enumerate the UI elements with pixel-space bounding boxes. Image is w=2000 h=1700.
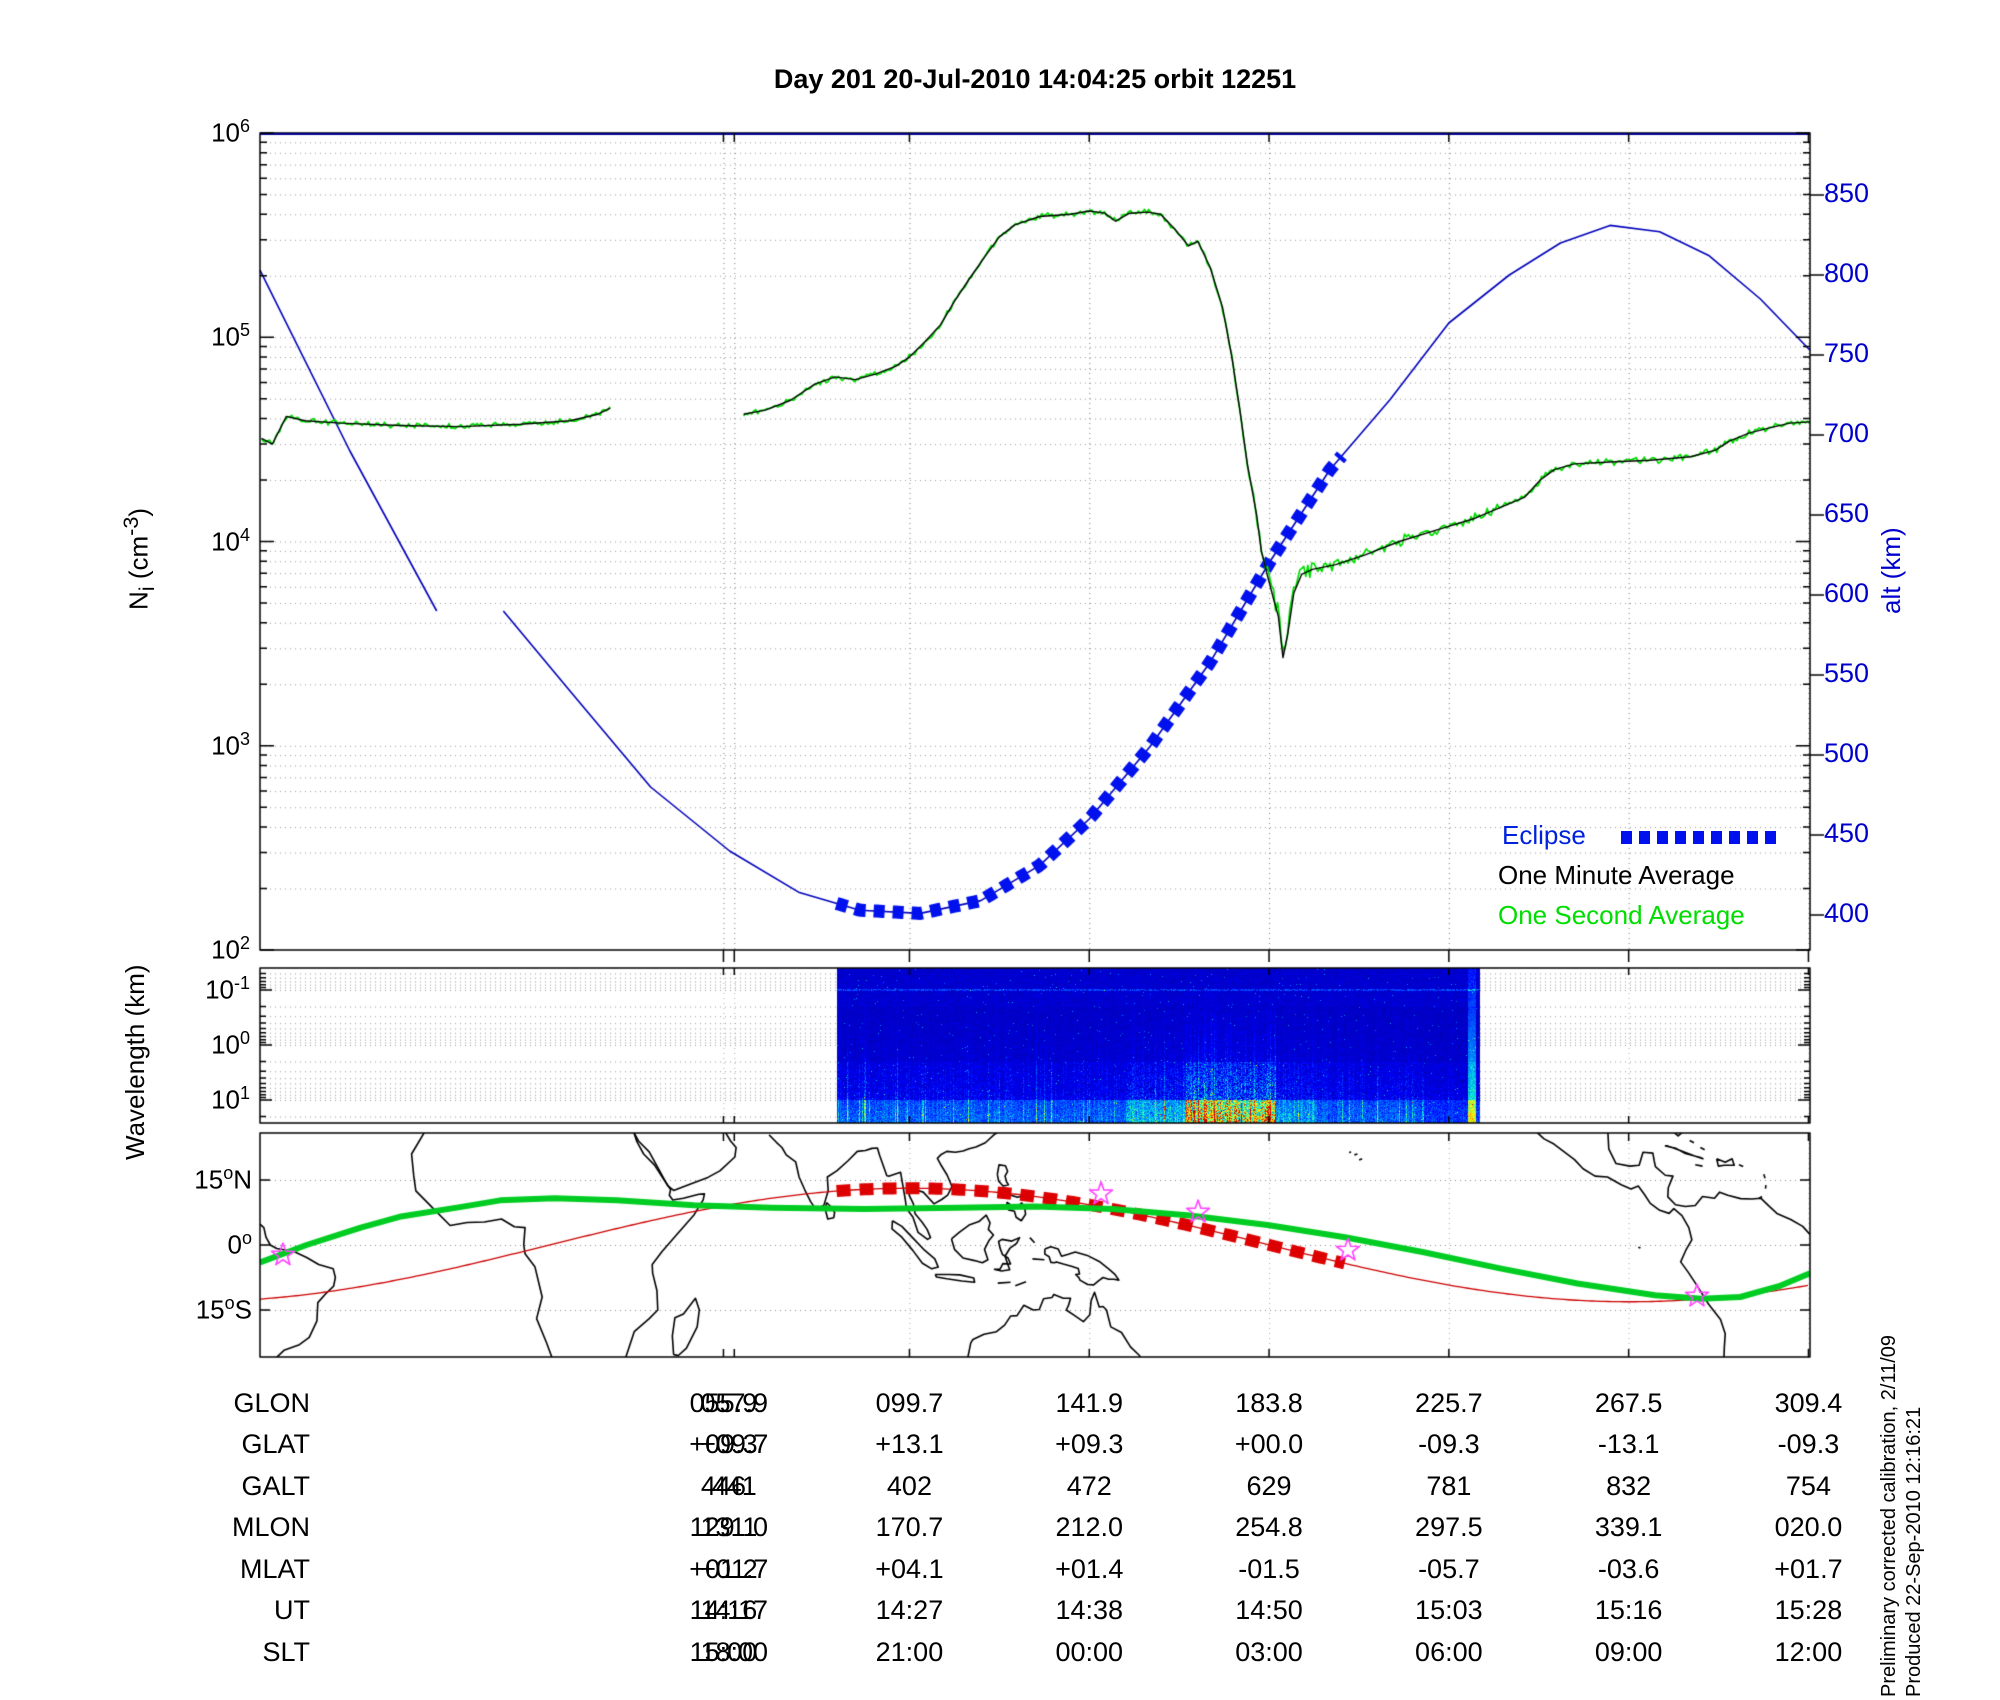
table-cell-MLON-pair0: 129.1 <box>689 1512 758 1542</box>
lat-tick-eq: 0o <box>227 1228 252 1260</box>
table-row-label-GLAT: GLAT <box>241 1429 310 1459</box>
table-cell-UT-4: 15:16 <box>1594 1595 1663 1625</box>
table-cell-GLON-pair0: 055.9 <box>689 1388 758 1418</box>
ni-sub: i <box>133 586 159 592</box>
table-cell-GLAT-2: +00.0 <box>1234 1429 1304 1459</box>
table-cell-GLAT-0: +13.1 <box>875 1429 944 1459</box>
table-row-label-MLON: MLON <box>231 1512 310 1542</box>
table-cell-UT-pair1: 14:17 <box>700 1595 769 1625</box>
table-cell-MLON-3: 297.5 <box>1415 1512 1483 1542</box>
table-cell-GALT-pair0: 446 <box>700 1471 746 1501</box>
ni-tick-6: 106 <box>211 116 250 148</box>
legend-eclipse: Eclipse <box>1502 820 1782 851</box>
alt-tick-600: 600 <box>1824 578 1870 608</box>
table-cell-MLAT-0: +04.1 <box>875 1554 944 1584</box>
table-cell-UT-pair0: 14:16 <box>689 1595 758 1625</box>
legend-one-second: One Second Average <box>1498 900 1745 930</box>
table-cell-GALT-pair1: 441 <box>711 1471 757 1501</box>
table-cell-UT-2: 14:50 <box>1235 1595 1303 1625</box>
legend-one-minute: One Minute Average <box>1498 860 1735 890</box>
table-cell-GLON-4: 267.5 <box>1594 1388 1663 1418</box>
table-cell-MLAT-2: -01.5 <box>1238 1554 1300 1584</box>
alt-tick-400: 400 <box>1824 898 1870 928</box>
ni-tick-3: 103 <box>211 728 250 761</box>
wl-tick--1: 10-1 <box>205 973 250 1005</box>
table-cell-MLAT-5: +01.7 <box>1774 1554 1843 1584</box>
table-cell-SLT-5: 12:00 <box>1774 1637 1843 1667</box>
ni-tick-5: 105 <box>211 320 250 352</box>
table-cell-GLAT-3: -09.3 <box>1418 1429 1480 1459</box>
alt-tick-450: 450 <box>1824 818 1870 848</box>
table-cell-UT-5: 15:28 <box>1774 1595 1843 1625</box>
footnote-produced: Produced 22-Sep-2010 12:16:21 <box>1903 1406 1925 1697</box>
table-cell-MLON-0: 170.7 <box>875 1512 944 1542</box>
table-cell-UT-0: 14:27 <box>875 1595 944 1625</box>
table-cell-GALT-0: 402 <box>886 1471 932 1501</box>
table-cell-GALT-5: 754 <box>1785 1471 1831 1501</box>
table-cell-GLAT-pair1: +09.7 <box>700 1429 769 1459</box>
eclipse-dash-sample <box>1621 831 1782 844</box>
table-cell-SLT-1: 00:00 <box>1055 1637 1124 1667</box>
table-cell-GALT-2: 629 <box>1246 1471 1292 1501</box>
table-cell-MLON-4: 339.1 <box>1594 1512 1663 1542</box>
footnote-calibration: Preliminary corrected calibration, 2/11/… <box>1878 1334 1900 1697</box>
alt-tick-500: 500 <box>1824 738 1870 768</box>
legend-eclipse-label: Eclipse <box>1502 820 1586 850</box>
alt-tick-850: 850 <box>1824 178 1870 208</box>
ni-tick-2: 102 <box>211 933 250 965</box>
table-cell-MLAT-4: -03.6 <box>1597 1554 1660 1584</box>
table-cell-GLON-1: 141.9 <box>1055 1388 1124 1418</box>
table-cell-GLAT-5: -09.3 <box>1777 1429 1840 1459</box>
table-cell-MLAT-pair0: +01.2 <box>689 1554 758 1584</box>
table-cell-GLON-2: 183.8 <box>1235 1388 1303 1418</box>
table-cell-GLAT-pair0: +09.3 <box>689 1429 758 1459</box>
alt-tick-550: 550 <box>1824 658 1870 688</box>
table-cell-GALT-1: 472 <box>1066 1471 1112 1501</box>
table-cell-MLON-5: 020.0 <box>1774 1512 1843 1542</box>
table-cell-SLT-2: 03:00 <box>1235 1637 1303 1667</box>
table-cell-SLT-3: 06:00 <box>1415 1637 1483 1667</box>
table-cell-UT-1: 14:38 <box>1055 1595 1124 1625</box>
lat-tick-N: 15oN <box>194 1163 252 1195</box>
table-cell-GLON-3: 225.7 <box>1415 1388 1483 1418</box>
table-row-label-MLAT: MLAT <box>239 1554 310 1584</box>
table-cell-MLAT-3: -05.7 <box>1418 1554 1480 1584</box>
table-cell-SLT-pair0: 15:00 <box>689 1637 758 1667</box>
table-cell-GLON-5: 309.4 <box>1774 1388 1843 1418</box>
table-cell-SLT-0: 21:00 <box>875 1637 944 1667</box>
table-row-label-GLON: GLON <box>233 1388 310 1418</box>
table-cell-MLON-1: 212.0 <box>1055 1512 1124 1542</box>
table-cell-GLON-pair1: 057.9 <box>700 1388 769 1418</box>
table-cell-SLT-4: 09:00 <box>1594 1637 1663 1667</box>
table-row-label-SLT: SLT <box>262 1637 310 1667</box>
table-cell-MLAT-pair1: +01.7 <box>700 1554 769 1584</box>
table-cell-GALT-3: 781 <box>1426 1471 1472 1501</box>
alt-tick-700: 700 <box>1824 418 1870 448</box>
table-cell-MLON-2: 254.8 <box>1235 1512 1303 1542</box>
table-cell-SLT-pair1: 18:00 <box>700 1637 769 1667</box>
table-cell-GLON-0: 099.7 <box>875 1388 944 1418</box>
wl-tick-1: 101 <box>211 1083 250 1115</box>
table-cell-UT-3: 15:03 <box>1415 1595 1483 1625</box>
table-row-label-UT: UT <box>274 1595 310 1625</box>
lat-tick-S: 15oS <box>195 1292 252 1325</box>
table-cell-GLAT-1: +09.3 <box>1055 1429 1124 1459</box>
wl-tick-0: 100 <box>211 1028 250 1060</box>
table-cell-MLAT-1: +01.4 <box>1055 1554 1124 1584</box>
alt-tick-750: 750 <box>1824 338 1870 368</box>
ni-tick-4: 104 <box>211 524 250 557</box>
alt-tick-800: 800 <box>1824 258 1870 288</box>
alt-axis-title: alt (km) <box>1876 527 1906 614</box>
table-cell-MLON-pair1: 131.0 <box>700 1512 769 1542</box>
alt-tick-650: 650 <box>1824 498 1870 528</box>
table-row-label-GALT: GALT <box>241 1471 310 1501</box>
table-cell-GLAT-4: -13.1 <box>1597 1429 1660 1459</box>
ni-axis-title: Ni (cm-3) <box>118 507 159 610</box>
table-cell-GALT-4: 832 <box>1606 1471 1652 1501</box>
